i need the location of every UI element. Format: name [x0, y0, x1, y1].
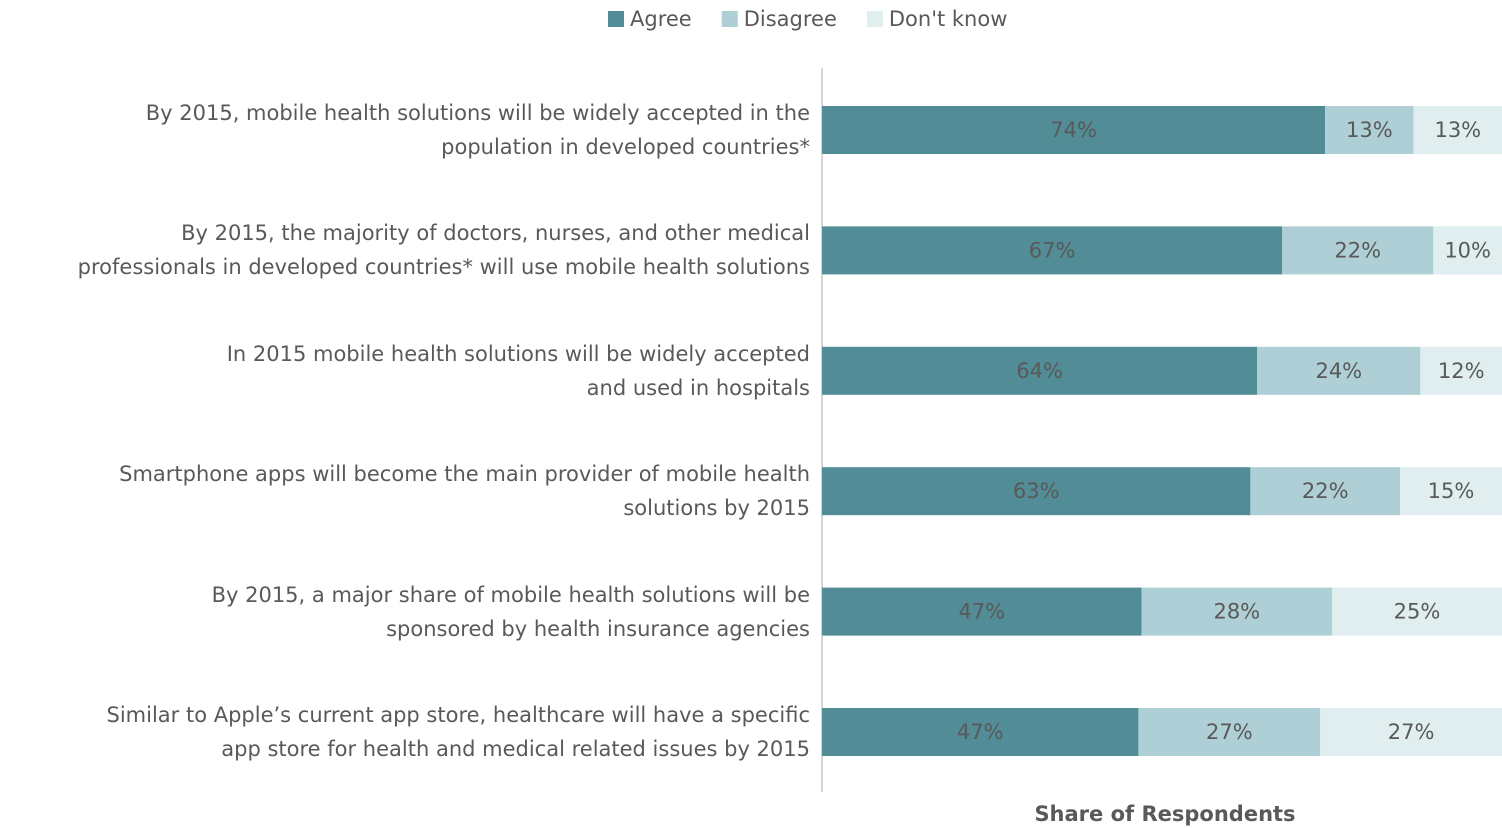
- bar-segment: [1320, 708, 1502, 756]
- data-label: 28%: [1213, 600, 1260, 624]
- data-label: 13%: [1434, 118, 1481, 142]
- data-label: 74%: [1050, 118, 1097, 142]
- data-label: 27%: [1388, 720, 1435, 744]
- category-label: By 2015, a major share of mobile health …: [211, 582, 810, 641]
- legend-label: Disagree: [744, 7, 837, 31]
- bar-segment: [822, 106, 1326, 154]
- data-label: 27%: [1206, 720, 1253, 744]
- data-label: 47%: [958, 600, 1005, 624]
- data-label: 10%: [1444, 238, 1491, 262]
- category-label: Smartphone apps will become the main pro…: [119, 462, 810, 521]
- bar-segment: [822, 467, 1251, 516]
- legend-swatch: [721, 11, 738, 27]
- bar-segment: [1420, 346, 1502, 395]
- bar-segment: [1400, 467, 1502, 516]
- data-label: 25%: [1394, 600, 1441, 624]
- bar-segment: [1141, 587, 1332, 636]
- data-label: 64%: [1016, 359, 1063, 383]
- category-label: By 2015, mobile health solutions will be…: [145, 101, 810, 159]
- bar-segment: [822, 587, 1142, 636]
- legend-swatch: [608, 11, 624, 27]
- data-label: 47%: [957, 720, 1004, 744]
- category-label: Similar to Apple’s current app store, he…: [106, 703, 811, 761]
- bar-segment: [822, 346, 1258, 395]
- data-label: 63%: [1013, 479, 1060, 503]
- bar-segment: [1332, 587, 1502, 636]
- data-label: 24%: [1315, 359, 1362, 383]
- x-axis-label: Share of Respondents: [1034, 802, 1295, 826]
- bar-segment: [1138, 708, 1321, 756]
- bar-segment: [822, 708, 1139, 756]
- legend-swatch: [866, 11, 883, 27]
- data-label: 15%: [1428, 479, 1475, 503]
- bar-segment: [822, 226, 1283, 275]
- data-label: 13%: [1346, 118, 1393, 142]
- data-label: 22%: [1334, 238, 1381, 262]
- category-label: By 2015, the majority of doctors, nurses…: [77, 221, 810, 280]
- bar-segment: [1433, 226, 1502, 275]
- legend-label: Don't know: [889, 7, 1008, 31]
- bar-segment: [1282, 226, 1434, 275]
- data-label: 22%: [1302, 479, 1349, 503]
- bar-segment: [1325, 106, 1414, 154]
- legend-label: Agree: [630, 7, 692, 31]
- bar-segment: [1250, 467, 1400, 516]
- category-label: In 2015 mobile health solutions will be …: [226, 341, 810, 400]
- bar-segment: [1257, 346, 1421, 395]
- bar-segment: [1413, 106, 1502, 154]
- data-label: 12%: [1438, 359, 1485, 383]
- data-label: 67%: [1029, 238, 1076, 262]
